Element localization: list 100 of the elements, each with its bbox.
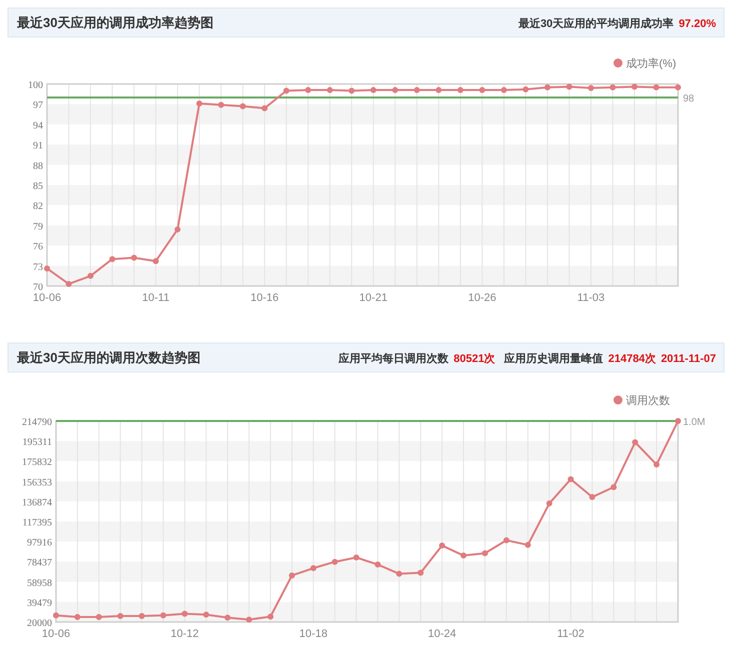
legend-label: 调用次数 [626, 395, 670, 407]
point [610, 484, 617, 490]
ref-line-label: 1.0M [683, 417, 706, 428]
point [392, 87, 398, 94]
y-tick-label: 100 [28, 80, 43, 91]
point [240, 103, 246, 110]
point [522, 86, 529, 92]
point [460, 552, 467, 559]
y-tick-label: 88 [33, 160, 43, 172]
point [88, 272, 94, 279]
point [283, 88, 290, 94]
point [246, 616, 252, 623]
point [418, 570, 424, 576]
x-tick-label: 10-26 [468, 292, 496, 304]
ref-line-label: 98 [683, 93, 695, 104]
point [218, 102, 224, 108]
point [588, 85, 594, 92]
point [353, 554, 360, 561]
y-tick-label: 73 [33, 262, 43, 273]
x-tick-label: 11-02 [557, 628, 584, 640]
point [96, 614, 102, 620]
point [160, 612, 166, 618]
y-tick-label: 85 [33, 181, 43, 192]
y-tick-label: 117395 [22, 518, 52, 528]
chart-title: 最近30天应用的调用次数趋势图 [16, 350, 200, 365]
point [546, 500, 552, 506]
point [544, 84, 550, 90]
point [589, 494, 596, 500]
point [439, 542, 446, 549]
point [131, 254, 138, 261]
text: 应用历史调用量峰值 [503, 352, 604, 365]
point [653, 84, 660, 90]
point [53, 612, 59, 618]
point [436, 87, 442, 94]
point [310, 565, 316, 572]
point [288, 572, 295, 578]
y-tick-label: 79 [33, 221, 43, 232]
text: 80521次 [454, 353, 496, 365]
point [66, 280, 72, 287]
point [74, 614, 80, 620]
x-tick-label: 10-21 [359, 292, 388, 304]
x-tick-label: 10-06 [42, 628, 70, 640]
point [332, 558, 338, 565]
point [182, 610, 188, 617]
y-tick-label: 195311 [22, 437, 52, 448]
y-tick-label: 78437 [27, 558, 52, 569]
point [326, 87, 333, 94]
point [524, 542, 531, 548]
point [482, 550, 488, 556]
point [503, 537, 510, 544]
point [500, 87, 507, 94]
x-tick-label: 10-06 [32, 292, 62, 304]
point [305, 87, 312, 94]
y-tick-label: 97916 [27, 538, 52, 549]
y-tick-label: 94 [33, 120, 43, 132]
y-tick-label: 175832 [22, 457, 52, 468]
y-tick-label: 70 [33, 282, 43, 293]
x-tick-label: 11-03 [577, 292, 605, 304]
y-tick-label: 91 [33, 140, 43, 152]
text: 97.20% [678, 18, 716, 30]
point [457, 87, 464, 94]
point [654, 462, 660, 468]
point [370, 87, 376, 94]
point [374, 562, 381, 568]
x-tick-label: 10-24 [428, 628, 456, 640]
point [109, 256, 116, 262]
point [138, 613, 145, 620]
y-tick-label: 39479 [27, 598, 52, 609]
x-tick-label: 10-11 [142, 292, 170, 304]
point [44, 265, 50, 272]
y-tick-label: 58958 [27, 578, 52, 589]
point [632, 439, 638, 446]
point [675, 84, 681, 90]
text: 应用平均每日调用次数 [338, 352, 450, 365]
point [566, 84, 572, 90]
point [479, 87, 486, 94]
y-tick-label: 97 [33, 100, 43, 112]
point [174, 226, 181, 232]
point [631, 84, 638, 90]
y-tick-label: 76 [33, 242, 43, 253]
x-tick-label: 10-12 [170, 628, 199, 640]
legend-label: 成功率(%) [626, 57, 676, 70]
text: 214784次 [608, 353, 657, 365]
point [610, 84, 616, 90]
x-tick-label: 10-16 [250, 292, 279, 304]
text: 最近30天应用的平均调用成功率 [517, 17, 674, 30]
point [396, 570, 402, 577]
x-tick-label: 10-18 [299, 628, 328, 640]
text: 2011-11-07 [660, 353, 716, 365]
point [203, 612, 210, 618]
y-tick-label: 82 [33, 201, 43, 212]
y-tick-label: 156353 [22, 477, 52, 488]
point [262, 105, 268, 112]
point [224, 614, 231, 621]
chart-title: 最近30天应用的调用成功率趋势图 [16, 15, 214, 30]
point [152, 258, 159, 264]
point [414, 87, 420, 94]
point [267, 614, 274, 620]
y-tick-label: 214790 [22, 417, 52, 428]
point [117, 613, 124, 620]
